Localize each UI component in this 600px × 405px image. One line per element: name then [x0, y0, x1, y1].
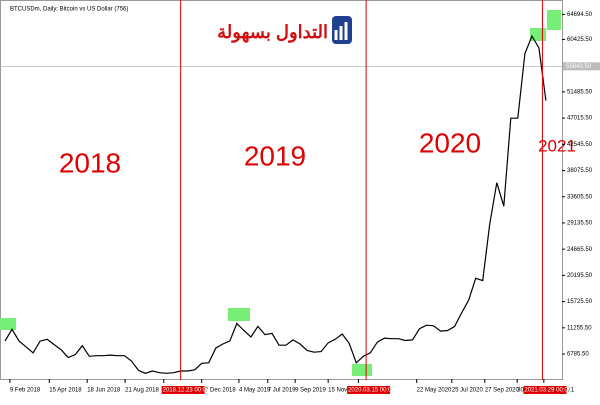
x-tick-label: 15 Apr 2018 — [49, 388, 82, 394]
marker-label: 2018.12.23 00:00 — [163, 388, 210, 394]
x-tick-label: 21 Aug 2018 — [125, 388, 159, 394]
y-tick-label: 33605.50 — [567, 194, 593, 200]
highlight — [547, 10, 561, 30]
year-label: 2020 — [419, 127, 481, 158]
price-line — [4, 34, 547, 374]
last-price-box — [563, 62, 600, 71]
y-tick-label: 11255.50 — [567, 325, 592, 331]
y-tick-label: 20195.50 — [567, 273, 593, 279]
y-tick-label: 64694.50 — [567, 12, 593, 18]
y-tick-label: 6785.50 — [567, 352, 589, 358]
x-tick-label: 22 May 2020 — [417, 388, 452, 394]
y-tick-label: 38075.50 — [567, 168, 593, 174]
x-tick-label: 27 Dec 2018 — [202, 388, 237, 394]
highlight — [228, 308, 250, 321]
marker-label-box — [347, 386, 391, 394]
plot-frame — [0, 0, 563, 380]
year-label: 2021 — [538, 136, 576, 155]
logo-bars — [334, 22, 348, 40]
x-tick-label: 27 Sep 2020 — [485, 388, 520, 394]
marker-label: 2021.03.29 00:00 — [524, 388, 571, 394]
highlight — [352, 364, 372, 376]
logo: التداول بسهولة — [217, 16, 352, 44]
x-tick-label: 18 Jun 2018 — [87, 388, 121, 394]
y-tick-label: 47015.50 — [567, 116, 593, 122]
highlight — [0, 318, 16, 330]
x-tick-label: 9 Feb 2018 — [10, 388, 41, 394]
year-label: 2018 — [59, 147, 121, 178]
x-tick-label: 25 Jul 2020 — [452, 388, 484, 394]
logo-text: التداول بسهولة — [217, 22, 328, 43]
marker-label-box — [161, 386, 205, 394]
highlight — [530, 28, 546, 41]
x-tick-label: 4 May 2019 — [239, 388, 271, 394]
y-tick-label: 42545.50 — [567, 142, 593, 148]
x-tick-label: 9 Sep 2019 — [295, 388, 326, 394]
y-tick-label: 15725.50 — [567, 299, 593, 305]
marker-label-box — [523, 386, 567, 394]
y-tick-label: 29135.50 — [567, 221, 593, 227]
y-tick-label: 60425.50 — [567, 37, 593, 43]
y-tick-label: 24665.50 — [567, 247, 593, 253]
chart-title: BTCUSDm, Daily: Bitcoin vs US Dollar (75… — [10, 7, 128, 13]
year-label: 2019 — [244, 140, 306, 171]
x-tick-label: 7 Jul 2019 — [268, 388, 296, 394]
last-price-label: 55843.50 — [566, 64, 592, 70]
marker-label: 2020.03.15 00:00 — [348, 388, 395, 394]
x-tick-label: 15 Nov 2019 — [328, 388, 363, 394]
y-tick-label: 51485.50 — [567, 89, 593, 95]
